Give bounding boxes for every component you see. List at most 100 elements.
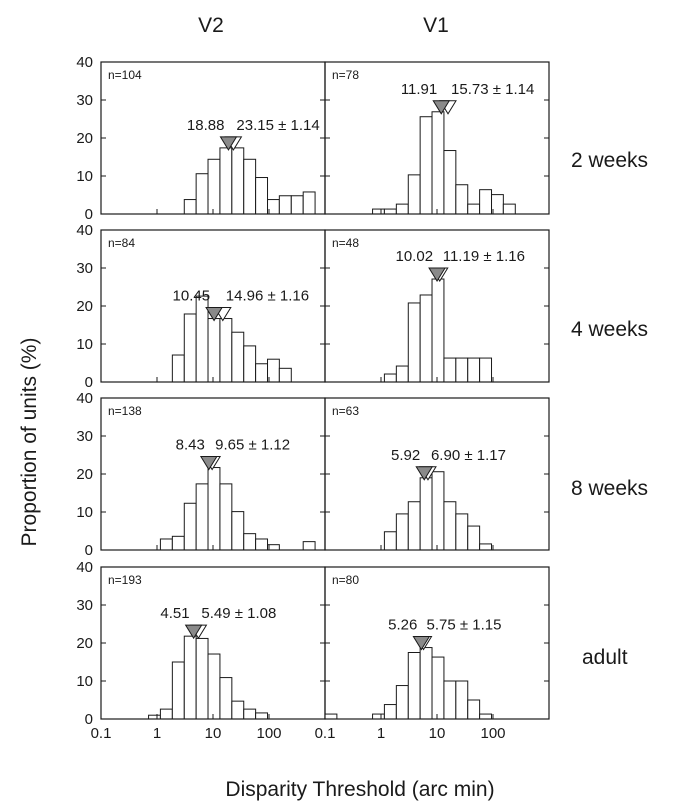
- histogram-bar: [395, 365, 409, 383]
- histogram-bar: [231, 331, 245, 383]
- n-count-label: n=138: [108, 404, 142, 418]
- n-count-label: n=84: [108, 236, 135, 250]
- histogram-bar: [455, 357, 469, 383]
- x-tick-label: 1: [377, 725, 385, 742]
- histogram-bar: [479, 189, 493, 215]
- median-marker: [415, 466, 434, 481]
- n-count-label: n=63: [332, 404, 359, 418]
- y-tick-label: 10: [76, 168, 93, 185]
- histogram-bar: [171, 535, 185, 551]
- histogram-bar: [243, 708, 257, 720]
- y-tick-label: 40: [76, 559, 93, 576]
- y-tick-label: 20: [76, 298, 93, 315]
- histogram-bar: [195, 483, 209, 551]
- histogram-bar: [195, 173, 209, 215]
- histogram-bar: [207, 467, 221, 551]
- median-value-label: 5.26: [388, 617, 417, 634]
- histogram-bar: [183, 199, 197, 215]
- histogram-bar: [255, 177, 269, 215]
- histogram-bar: [278, 195, 292, 215]
- y-tick-label: 0: [85, 374, 93, 391]
- histogram-bar: [195, 637, 209, 720]
- panel-v2-4-weeks: 0 10 20 30 40 n=84 10.45 14.96 ± 1.16: [76, 222, 326, 391]
- histogram-bar: [443, 357, 457, 383]
- y-tick-label: 40: [76, 390, 93, 407]
- y-tick-label: 0: [85, 711, 93, 728]
- histogram-bar: [407, 174, 421, 215]
- histogram-bar: [419, 477, 433, 551]
- mean-value-label: 6.90 ± 1.17: [431, 447, 506, 464]
- y-tick-label: 20: [76, 635, 93, 652]
- y-tick-label: 10: [76, 504, 93, 521]
- y-tick-label: 30: [76, 597, 93, 614]
- panel-v2-8-weeks: 0 10 20 30 40 n=138 8.43 9.65 ± 1.12: [76, 390, 326, 559]
- n-count-label: n=193: [108, 573, 142, 587]
- mean-value-label: 14.96 ± 1.16: [226, 288, 309, 305]
- histogram-bar: [183, 635, 197, 720]
- histogram-bar: [479, 357, 493, 383]
- median-marker: [428, 267, 446, 282]
- histogram-bar: [231, 700, 245, 720]
- n-count-label: n=78: [332, 68, 359, 82]
- histogram-bar: [219, 677, 233, 720]
- x-tick-label: 0.1: [91, 725, 112, 742]
- median-value-label: 4.51: [160, 605, 189, 622]
- n-count-label: n=80: [332, 573, 359, 587]
- panel-v1-8-weeks: n=63 5.92 6.90 ± 1.17: [324, 397, 550, 551]
- histogram-bar: [502, 203, 516, 215]
- histogram-bar: [455, 680, 469, 720]
- histogram-bar: [219, 147, 233, 215]
- x-tick-label: 100: [480, 725, 505, 742]
- histogram-bar: [431, 111, 445, 215]
- histogram-bar: [302, 541, 316, 551]
- histogram-bar: [183, 502, 197, 551]
- y-tick-label: 0: [85, 206, 93, 223]
- median-marker: [432, 100, 451, 115]
- histogram-bar: [219, 318, 233, 383]
- histogram-bar: [159, 538, 173, 551]
- x-tick-label: 1: [153, 725, 161, 742]
- x-tick-label: 100: [256, 725, 281, 742]
- histogram-bar: [419, 647, 433, 720]
- median-value-label: 10.02: [396, 248, 434, 265]
- histogram-bar: [479, 713, 493, 720]
- y-tick-label: 20: [76, 130, 93, 147]
- row-label-8-weeks: 8 weeks: [571, 477, 649, 500]
- histogram-bar: [455, 513, 469, 551]
- panel-v1-4-weeks: n=48 10.02 11.19 ± 1.16: [324, 229, 550, 383]
- histogram-bar: [207, 653, 221, 720]
- histogram-bar: [383, 208, 397, 215]
- histogram-bar: [183, 313, 197, 383]
- histogram-bar: [383, 373, 397, 383]
- histogram-bar: [419, 116, 433, 215]
- histogram-bar: [383, 704, 397, 720]
- histogram-bar: [443, 680, 457, 720]
- histogram-bar: [407, 501, 421, 551]
- x-tick-label: 10: [429, 725, 446, 742]
- median-marker: [184, 624, 203, 640]
- histogram-bar: [467, 357, 481, 383]
- histogram-bar: [443, 501, 457, 551]
- column-title-v1: V1: [423, 14, 449, 37]
- histogram-bar: [231, 147, 245, 215]
- row-label-4-weeks: 4 weeks: [571, 318, 649, 341]
- x-axis-title: Disparity Threshold (arc min): [225, 778, 495, 801]
- y-tick-label: 10: [76, 673, 93, 690]
- histogram-bar: [255, 363, 269, 383]
- histogram-bar: [467, 525, 481, 551]
- y-tick-label: 20: [76, 466, 93, 483]
- histogram-bar: [207, 318, 221, 383]
- histogram-bar: [479, 543, 493, 551]
- histogram-bar: [431, 471, 445, 551]
- mean-value-label: 9.65 ± 1.12: [215, 437, 290, 454]
- y-tick-label: 30: [76, 92, 93, 109]
- histogram-bar: [372, 713, 385, 720]
- histogram-bar: [278, 367, 292, 383]
- histogram-bar: [231, 511, 245, 551]
- histogram-bar: [372, 208, 385, 215]
- mean-value-label: 23.15 ± 1.14: [236, 117, 319, 134]
- histogram-bar: [383, 531, 397, 551]
- panel-v1-adult: 0.1 1 10 100 n=80 5.26 5.75 ± 1.15: [315, 566, 550, 742]
- row-label-adult: adult: [582, 646, 628, 669]
